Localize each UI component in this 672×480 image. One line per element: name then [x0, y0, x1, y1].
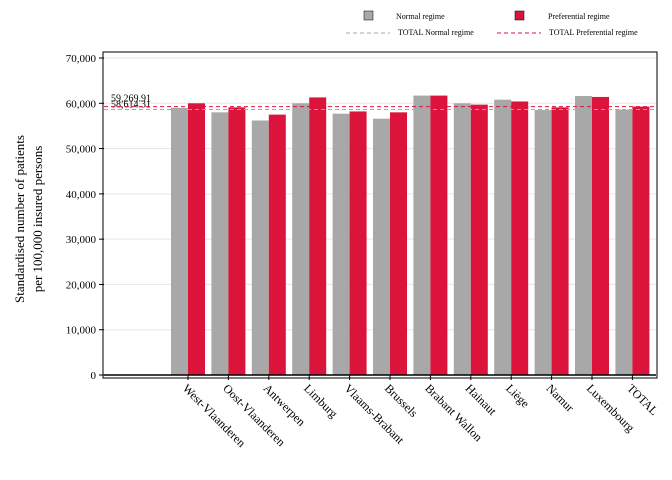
y-tick-label: 0	[91, 370, 97, 382]
bar-preferential-regime	[309, 97, 327, 376]
legend-swatch-normal	[363, 10, 374, 21]
bar-preferential-regime	[632, 106, 650, 375]
bar-normal-regime	[373, 118, 390, 375]
x-tick-label: Brussels	[382, 381, 421, 420]
bar-preferential-regime	[551, 107, 569, 376]
bar-preferential-regime	[188, 103, 205, 376]
x-tick-label: TOTAL	[624, 381, 661, 418]
y-tick-label: 70,000	[66, 53, 97, 65]
y-tick-label: 10,000	[66, 325, 97, 337]
bar-normal-regime	[494, 99, 512, 376]
y-axis-title-line-1: Standardised number of patients	[12, 135, 27, 303]
bars	[171, 95, 650, 376]
reference-line-label: 58,614.31	[111, 100, 151, 111]
bar-preferential-regime	[430, 95, 448, 375]
bar-preferential-regime	[511, 101, 529, 375]
x-tick-label: Namur	[543, 381, 576, 414]
bar-preferential-regime	[268, 114, 286, 375]
y-tick-label: 30,000	[66, 234, 97, 246]
legend-label-total-preferential: TOTAL Preferential regime	[549, 28, 638, 37]
bar-normal-regime	[171, 107, 188, 376]
x-axis: West-VlaanderenOost-VlaanderenAntwerpenL…	[104, 374, 661, 450]
bar-normal-regime	[251, 120, 269, 375]
bar-normal-regime	[575, 96, 592, 375]
bar-normal-regime	[615, 109, 633, 375]
bar-preferential-regime	[228, 107, 246, 376]
plot-frame	[102, 51, 658, 379]
legend-swatch-preferential	[514, 10, 525, 21]
y-axis-title-line-2: per 100,000 insured persons	[30, 146, 45, 293]
bar-preferential-regime	[470, 104, 488, 375]
bar-normal-regime	[211, 112, 229, 375]
bar-normal-regime	[332, 113, 350, 376]
x-tick-label: Hainaut	[463, 381, 500, 418]
legend-label-total-normal: TOTAL Normal regime	[398, 28, 474, 37]
bar-normal-regime	[534, 110, 552, 375]
legend: Normal regime Preferential regime TOTAL …	[346, 10, 638, 37]
y-tick-label: 40,000	[66, 189, 97, 201]
bar-preferential-regime	[390, 112, 407, 375]
legend-label-normal: Normal regime	[396, 12, 445, 21]
bar-normal-regime	[413, 95, 431, 375]
y-tick-label: 60,000	[66, 98, 97, 110]
y-axis: 0 10,000 20,000 30,000 40,000 50,000 60,000 70,…	[66, 53, 104, 382]
legend-label-preferential: Preferential regime	[548, 12, 610, 21]
reference-line-label: 59,269.91	[111, 94, 151, 105]
y-tick-label: 50,000	[66, 144, 97, 156]
x-tick-label: Limburg	[301, 381, 340, 420]
bar-normal-regime	[453, 103, 471, 376]
x-tick-label: Liège	[503, 381, 532, 410]
bar-preferential-regime	[592, 96, 609, 376]
bar-normal-regime	[292, 103, 310, 376]
bar-preferential-regime	[349, 111, 367, 376]
y-tick-label: 20,000	[66, 279, 97, 291]
